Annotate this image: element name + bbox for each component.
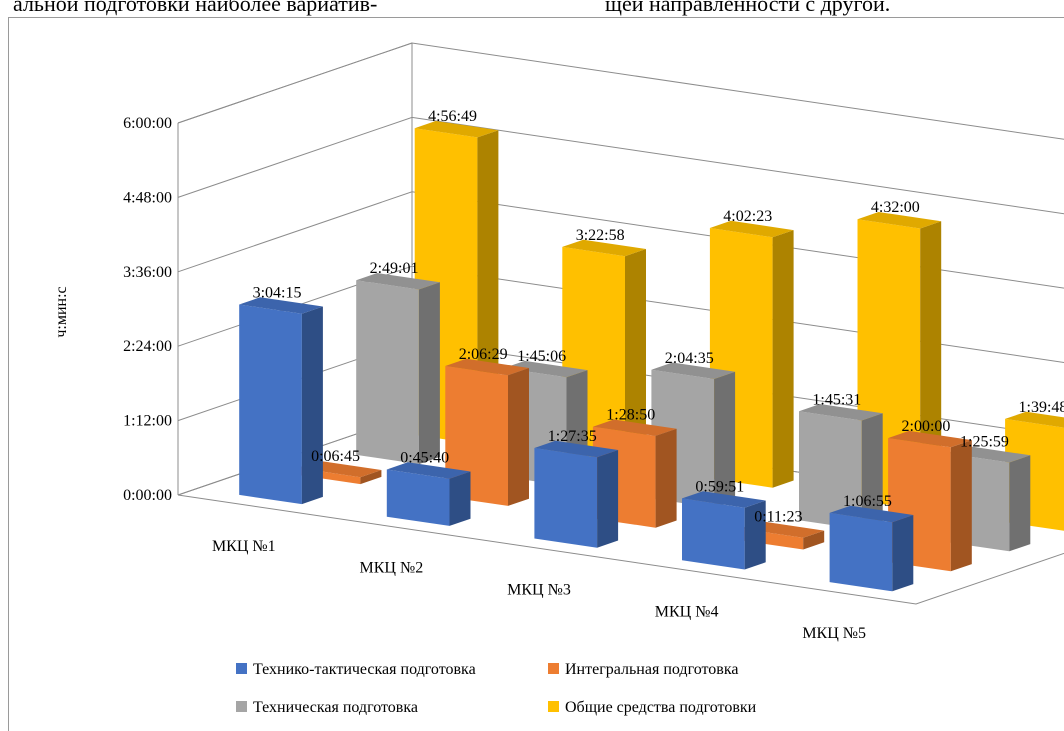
legend-label: Интегральная подготовка: [565, 661, 738, 678]
data-label: 0:59:51: [695, 478, 744, 495]
data-label: 1:27:35: [548, 428, 597, 445]
category-label: МКЦ №5: [802, 625, 866, 642]
category-label: МКЦ №4: [655, 603, 719, 620]
page-text-left: альной подготовки наиболее вариатив-: [13, 0, 378, 16]
bar-front: [239, 304, 302, 505]
bar-side: [803, 530, 825, 550]
page-text-right: щей направленности с другой.: [605, 0, 891, 16]
bar-side: [744, 500, 766, 570]
bar-side: [508, 368, 529, 506]
legend-swatch: [236, 663, 247, 674]
category-label: МКЦ №3: [507, 582, 571, 599]
bar-side: [418, 282, 440, 465]
y-tick-label: 3:36:00: [123, 264, 172, 281]
legend-swatch: [236, 701, 247, 712]
data-label: 2:49:01: [370, 260, 419, 277]
y-tick-label: 0:00:00: [123, 487, 172, 504]
bar: [386, 462, 471, 526]
data-label: 2:04:35: [665, 350, 714, 367]
bar-side: [772, 230, 794, 488]
bar-side: [714, 371, 736, 508]
data-label: 0:06:45: [311, 448, 360, 465]
bar-top: [445, 358, 529, 376]
data-label: 1:39:48: [1019, 399, 1064, 416]
category-axis: МКЦ №1 МКЦ №2 МКЦ №3 МКЦ №4 МКЦ №5: [212, 538, 866, 642]
bar-side: [1009, 455, 1031, 552]
bar-top: [682, 491, 766, 508]
data-label: 1:28:50: [606, 407, 655, 424]
y-axis: 0:00:00 1:12:00 2:24:00 3:36:00 4:48:00 6:00:…: [53, 115, 172, 504]
bar-side: [625, 249, 646, 466]
y-tick-label: 1:12:00: [123, 413, 172, 430]
bar-side: [892, 515, 914, 592]
bar-front: [829, 512, 893, 592]
bar-top: [386, 462, 471, 479]
legend-label: Общие средства подготовки: [565, 699, 757, 716]
category-label: МКЦ №1: [212, 538, 276, 555]
data-label: 2:06:29: [459, 346, 508, 363]
chart-bars: [239, 121, 1064, 592]
bar-top: [857, 212, 942, 229]
bar-top: [799, 404, 883, 421]
bar-top: [888, 430, 972, 448]
bar-top: [592, 419, 677, 436]
bar-side: [597, 450, 619, 548]
data-label: 2:00:00: [902, 418, 951, 435]
data-label: 1:25:59: [960, 433, 1009, 450]
legend-label: Техническая подготовка: [253, 699, 418, 716]
data-label: 4:56:49: [428, 108, 477, 125]
bar: [534, 440, 619, 548]
data-label: 4:02:23: [723, 208, 772, 225]
bar: [356, 273, 440, 465]
bar-front: [356, 280, 419, 465]
bar-top: [562, 239, 646, 257]
bar-front: [682, 498, 745, 570]
gridline: [177, 116, 1064, 215]
data-label: 1:45:06: [517, 348, 566, 365]
legend: Технико-тактическая подготовка Интегральн…: [236, 661, 757, 716]
legend-label: Технико-тактическая подготовка: [253, 661, 476, 678]
bar-top: [651, 362, 736, 379]
bar: [682, 491, 766, 570]
data-label: 4:32:00: [871, 199, 920, 216]
bar: [829, 505, 914, 592]
y-tick-label: 2:24:00: [123, 338, 172, 355]
bar-top: [239, 297, 323, 314]
bar-top: [414, 121, 499, 138]
bar-side: [861, 413, 883, 530]
bar-top: [534, 440, 619, 458]
bar: [239, 297, 323, 505]
legend-swatch: [548, 701, 559, 712]
bar-top: [356, 273, 440, 290]
data-label: 1:06:55: [843, 493, 892, 510]
data-label: 0:11:23: [754, 509, 802, 526]
data-labels: 4:56:49 3:22:58 4:02:23 4:32:00 1:39:48 2:49:…: [253, 108, 1064, 525]
y-tick-label: 4:48:00: [123, 189, 172, 206]
bar-side: [360, 470, 382, 485]
bar-front: [534, 448, 598, 548]
category-label: МКЦ №2: [360, 560, 424, 577]
bar-front: [386, 469, 450, 526]
y-tick-label: 6:00:00: [123, 115, 172, 132]
bar-top: [709, 220, 794, 238]
data-label: 1:45:31: [812, 391, 861, 408]
bar-top: [1005, 411, 1064, 428]
y-axis-title: ч:мин:с: [53, 286, 70, 337]
legend-swatch: [548, 663, 559, 674]
bar-side: [301, 306, 323, 505]
chart-frame: [8, 17, 1064, 731]
bar: [799, 404, 883, 530]
page-text-fragment: альной подготовки наиболее вариатив- щей…: [0, 0, 1064, 21]
bar-top: [503, 360, 588, 378]
bar-side: [655, 428, 677, 528]
data-label: 3:22:58: [576, 227, 625, 244]
gridline: [177, 42, 1064, 140]
bar-side: [449, 471, 471, 526]
bar-side: [950, 440, 972, 572]
data-label: 0:45:40: [400, 450, 449, 467]
bar-front: [799, 411, 862, 530]
bar-top: [829, 505, 914, 523]
data-label: 3:04:15: [253, 285, 302, 302]
